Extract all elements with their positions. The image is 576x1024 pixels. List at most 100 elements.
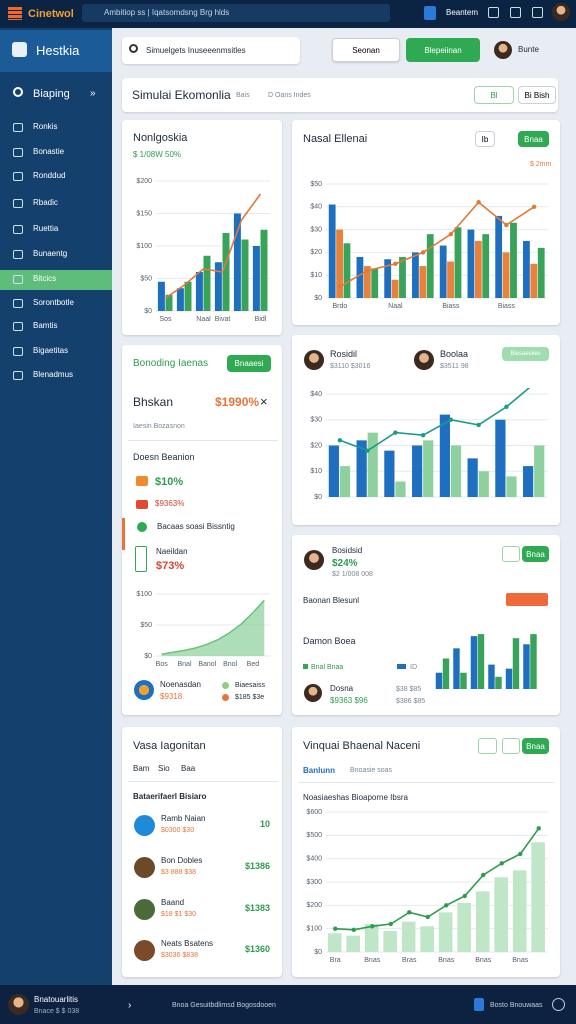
y-tick-label: $30 [310,226,322,233]
avatar [134,940,155,961]
icon [136,500,148,509]
user-value: $3511 98 [440,363,469,370]
point [476,200,481,205]
icon[interactable] [474,998,484,1011]
point [337,438,343,443]
tab[interactable]: Baa [181,764,196,773]
search-icon [13,87,23,97]
menu-item[interactable]: Rbadic [33,198,58,207]
action-button[interactable]: Bi Bish [518,86,556,104]
button[interactable]: Bnaaesi [227,355,271,372]
bar [346,935,360,952]
sidebar-logo [12,42,27,57]
bar [327,933,342,952]
item-name: Bon Dobles [161,856,203,865]
bottom-text: Bnoa Gesuitbdlimsd Bogosdooen [172,1002,276,1009]
button-label: Blepeiinan [424,45,462,55]
search-input[interactable] [122,37,300,64]
button[interactable]: Bnaa [522,546,549,562]
sidebar-search[interactable]: Biaping [33,88,70,100]
menu-item[interactable]: Ruettia [33,224,59,233]
button[interactable]: Bnaa [522,738,549,754]
menu-item[interactable]: Blenadmus [33,370,74,379]
menu-item[interactable]: Bamtis [33,321,58,330]
icon-button[interactable] [478,738,497,754]
toolbar-user: Bunte [518,45,539,54]
menu-icon [13,225,23,234]
menu-item[interactable]: Bunaentg [33,249,68,258]
button-label: Ib [481,134,489,144]
chevron[interactable]: › [128,1000,132,1011]
bar [442,658,450,689]
bar [467,458,478,497]
section: Bataerifaerl Bisiaro [133,792,207,801]
x-tick-label: Bnas [438,957,454,964]
item-value: 10 [259,819,270,829]
user-value: $3110 $3016 [330,363,371,370]
bar [531,842,545,952]
tab[interactable]: Banlunn [303,766,335,775]
menu-item[interactable]: Sorontbotle [33,298,74,307]
item-value: $73% [156,560,185,572]
tab[interactable]: Sio [158,764,170,773]
button[interactable]: Seonan [332,38,400,62]
page-filter[interactable]: D Oans Indes [268,92,311,99]
icon-button[interactable] [502,546,520,562]
menu-item[interactable]: Ronkis [33,122,58,131]
point [370,924,375,929]
row-label: Baonan Blesunl [303,596,360,605]
item-value: $9363% [155,499,185,508]
icon[interactable] [552,998,565,1011]
bar [214,262,222,311]
x-tick-label: Biass [442,303,460,310]
menu-icon [13,123,23,132]
legend-dot [222,682,229,689]
bar [523,644,530,689]
bar-button[interactable] [506,593,548,606]
icon[interactable] [488,7,499,18]
search-box[interactable] [82,4,390,22]
button[interactable]: Bnaa [518,131,549,147]
menu-icon [13,299,23,308]
menu-item[interactable]: Bigaetitas [33,346,69,355]
avatar[interactable] [494,41,512,59]
icon[interactable] [510,7,521,18]
menu-item[interactable]: Ronddud [33,171,66,180]
bar [356,256,364,298]
item-value: $1360 [244,944,270,954]
title-bar [122,78,558,112]
item-sub: $3 888 $38 [161,869,197,876]
bar [482,234,490,298]
button[interactable]: Ib [475,131,495,147]
panel-title: Nonlgoskia [133,132,188,144]
bar [384,450,395,497]
bar [184,281,192,311]
page-tab[interactable]: Bais [236,92,250,99]
bar [195,272,203,311]
y-tick-label: $400 [306,856,322,863]
area [161,600,265,656]
field-value: $1990% [215,395,260,409]
action-button[interactable]: Bl [474,86,514,104]
avatar[interactable] [552,3,570,21]
hint: Iaesin Bozasnon [133,423,185,430]
app-icon[interactable] [424,6,436,20]
tab[interactable]: Bnoasie soas [350,767,393,774]
tab[interactable]: Bam [133,764,150,773]
bar [165,294,173,311]
menu-item[interactable]: Bonastie [33,147,65,156]
bar [453,648,460,689]
icon[interactable] [532,7,543,18]
badge[interactable]: Biesaesiies [502,347,549,361]
bar [157,281,165,311]
icon-button[interactable] [502,738,520,754]
menu-icon [13,347,23,356]
legend-swatch [397,664,406,669]
icon [137,522,147,532]
bar [510,222,517,298]
bottom-sub: Bnace $ $ 038 [34,1008,80,1015]
bar [534,445,545,497]
menu-item[interactable]: Bitcics [33,274,57,283]
primary-button[interactable]: Blepeiinan [406,38,480,62]
close[interactable]: × [260,394,268,409]
